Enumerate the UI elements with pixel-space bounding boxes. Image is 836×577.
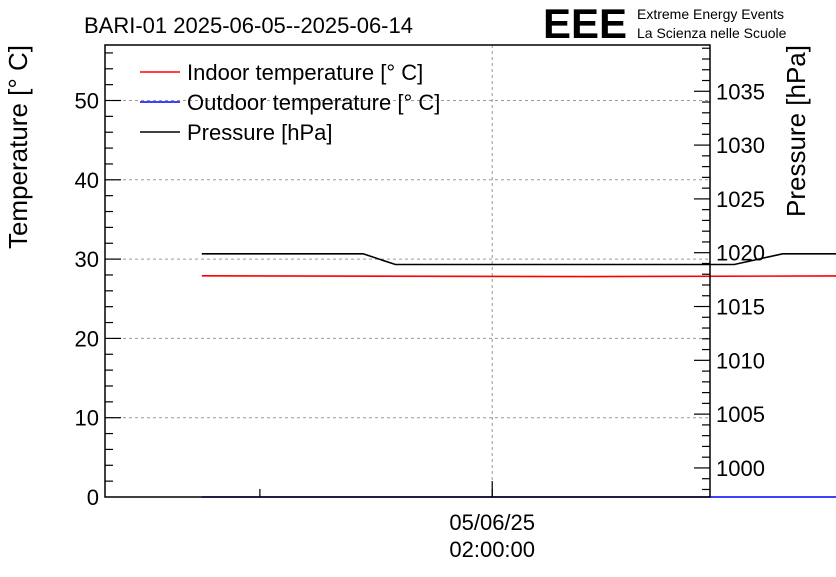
plot-frame xyxy=(104,44,711,498)
y-axis-label: Temperature [° C] xyxy=(3,45,33,249)
y2-tick-label: 1025 xyxy=(716,187,765,212)
y2-tick-label: 1020 xyxy=(716,241,765,266)
legend-label: Outdoor temperature [° C] xyxy=(187,90,440,115)
logo-letters: EEE xyxy=(543,0,627,47)
logo-line-1: Extreme Energy Events xyxy=(637,6,784,22)
y2-tick-label: 1015 xyxy=(716,295,765,320)
y-tick-label: 0 xyxy=(87,485,99,510)
y-tick-label: 30 xyxy=(75,247,99,272)
grid-lines xyxy=(105,45,710,497)
chart-title: BARI-01 2025-06-05--2025-06-14 xyxy=(84,13,413,38)
y2-tick-label: 1035 xyxy=(716,79,765,104)
logo-line-2: La Scienza nelle Scuole xyxy=(637,25,787,41)
y2-axis-label: Pressure [hPa] xyxy=(781,45,811,217)
y-axis-right: 1000 1005 1010 1015 1020 1025 1030 1035 xyxy=(694,47,765,491)
series-line-2 xyxy=(201,253,836,266)
x-tick-label-date: 05/06/25 xyxy=(449,510,535,535)
x-tick-label-time: 02:00:00 xyxy=(449,537,535,562)
y2-tick-label: 1010 xyxy=(716,348,765,373)
legend: Indoor temperature [° C] Outdoor temperat… xyxy=(140,60,440,145)
y-tick-label: 50 xyxy=(75,89,99,114)
y2-tick-label: 1005 xyxy=(716,402,765,427)
y-tick-label: 40 xyxy=(75,168,99,193)
y-tick-label: 10 xyxy=(75,406,99,431)
y-tick-label: 20 xyxy=(75,326,99,351)
y-axis-left: 0 10 20 30 40 50 xyxy=(75,52,121,510)
eee-logo: EEE Extreme Energy Events La Scienza nel… xyxy=(543,0,787,47)
series-line-0 xyxy=(201,274,836,278)
legend-label: Indoor temperature [° C] xyxy=(187,60,423,85)
x-axis: 05/06/2502:00:0005/06/2514:00:0006/06/25… xyxy=(259,481,535,562)
y2-tick-label: 1000 xyxy=(716,456,765,481)
y2-tick-label: 1030 xyxy=(716,133,765,158)
legend-label: Pressure [hPa] xyxy=(187,120,333,145)
